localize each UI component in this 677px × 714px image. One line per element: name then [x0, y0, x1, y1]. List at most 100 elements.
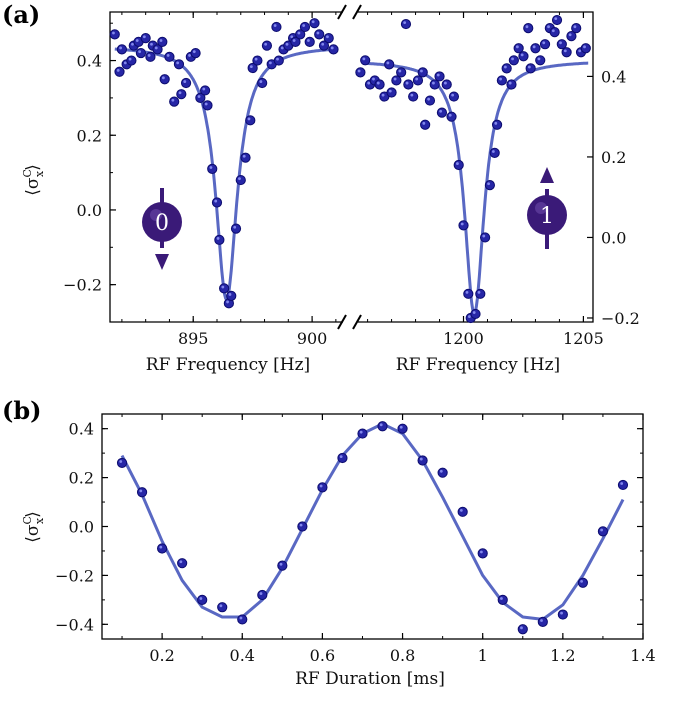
panel-a-right-point-highlight — [386, 61, 390, 65]
panel-b-point — [357, 428, 368, 439]
panel-a-left-point-highlight — [128, 57, 132, 61]
panel-b-point-highlight — [540, 619, 543, 622]
panel-a-right-point — [518, 51, 529, 62]
panel-a-right-point-highlight — [410, 93, 414, 97]
panel-a-right-point-highlight — [448, 113, 452, 117]
panel-a-left-point-highlight — [290, 35, 294, 39]
panel-b-point — [217, 602, 228, 613]
panel-a-right-point-highlight — [487, 182, 490, 186]
panel-a-left-point — [164, 51, 175, 62]
panel-a-left-point-highlight — [142, 35, 146, 39]
panel-a-right-point-highlight — [525, 25, 529, 29]
panel-a-left-point-highlight — [176, 61, 180, 65]
panel-a-left-xlabel: RF Frequency [Hz] — [146, 355, 310, 375]
panel-b-point-highlight — [419, 457, 423, 461]
panel-a-right-point — [400, 18, 412, 30]
panel-a-left-point-highlight — [135, 39, 139, 42]
panel-b-point-highlight — [439, 469, 443, 473]
panel-b-point — [577, 577, 588, 588]
panel-a-right-point-highlight — [508, 81, 512, 85]
panel-a-left-point-highlight — [249, 65, 253, 69]
panel-b-point — [317, 482, 328, 493]
panel-b-point — [597, 526, 609, 537]
panel-b-point — [277, 560, 288, 571]
panel-a-left-point — [180, 77, 192, 89]
panel-b-point-highlight — [139, 489, 143, 493]
panel-a-right-point — [458, 220, 469, 231]
panel-b-point — [157, 543, 168, 554]
panel-b-point-highlight — [560, 611, 563, 615]
panel-b-point — [197, 594, 208, 605]
axis-break-mark — [337, 4, 347, 20]
panel-a-left-point-highlight — [307, 39, 310, 42]
panel-a-left-point-highlight — [171, 98, 175, 102]
panel-b-point-highlight — [239, 616, 243, 620]
panel-a-right-point-highlight — [503, 65, 507, 69]
panel-a-left-ytick-label: 0.0 — [77, 201, 102, 220]
panel-a-right-point — [384, 59, 395, 70]
panel-b-point — [497, 594, 508, 605]
panel-a-right-point-highlight — [511, 57, 514, 61]
panel-a-right-point — [446, 111, 457, 122]
panel-a-left-point-highlight — [112, 31, 115, 35]
panel-a-right-point-highlight — [477, 291, 481, 294]
panel-b-point — [517, 624, 528, 635]
panel-a-right-point-highlight — [520, 53, 524, 57]
panel-a-left-point — [257, 77, 268, 89]
panel-b-point — [537, 616, 548, 627]
panel-a-left-point-highlight — [228, 293, 232, 296]
panel-a-right-point — [374, 79, 385, 90]
panel-a-left-point-highlight — [216, 237, 220, 240]
panel-a-left-point — [299, 21, 311, 33]
panel-b-point-highlight — [279, 562, 283, 566]
panel-a-right-point — [491, 119, 503, 130]
panel-a-right-point-highlight — [547, 25, 550, 29]
panel-a-right-point-highlight — [559, 41, 562, 45]
panel-a-left-point-highlight — [161, 76, 165, 80]
panel-a-right-point — [489, 147, 500, 159]
panel-b-point-highlight — [520, 626, 523, 630]
panel-b-xtick-label: 0.6 — [310, 646, 335, 665]
panel-a-right-point — [463, 288, 474, 299]
panel-a-right-point — [501, 63, 512, 74]
axis-break-mark — [352, 314, 362, 330]
panel-a-left-point-highlight — [159, 39, 163, 42]
panel-a-left-point-highlight — [150, 42, 153, 46]
panel-a-right-point — [436, 107, 448, 118]
panel-b-xtick-label: 0.4 — [230, 646, 255, 665]
panel-b-xtick-label: 1.4 — [630, 646, 655, 665]
panel-a-left-point-highlight — [209, 166, 213, 169]
svg-text:⟨σCx⟩: ⟨σCx⟩ — [21, 511, 46, 543]
panel-b-point — [177, 558, 188, 569]
panel-a-left-point — [202, 100, 213, 111]
panel-a-right-point-highlight — [415, 77, 419, 81]
panel-a-right-point — [453, 159, 464, 171]
panel-a-right-point-highlight — [563, 49, 567, 53]
panel-b-point-highlight — [159, 545, 163, 549]
panel-a-right-point — [479, 232, 491, 243]
panel-a-right-point-highlight — [422, 121, 426, 125]
panel-a-left-point — [176, 89, 187, 100]
panel-b-point-highlight — [339, 455, 343, 459]
chart-marks: −0.2 0.0 0.2 0.4 −0.2 0.0 0.2 0.4 895 900 1200 1205… — [55, 4, 656, 665]
panel-a-left-point — [230, 223, 242, 234]
panel-a-left-ytick-label: 0.4 — [77, 52, 102, 71]
panel-a-right-point-highlight — [357, 69, 361, 73]
panel-a-left-point-highlight — [214, 199, 218, 203]
panel-a-left-point — [159, 74, 170, 85]
svg-text:⟨σCx⟩: ⟨σCx⟩ — [21, 164, 46, 196]
panel-b-xtick-label: 1.2 — [550, 646, 575, 665]
panel-b-xtick-label: 1 — [478, 646, 488, 665]
panel-a-right-point — [355, 67, 366, 78]
panel-a-right-point-highlight — [381, 93, 385, 97]
panel-b-point — [557, 609, 568, 620]
qubit-spin-arrowhead — [155, 254, 169, 270]
panel-a-right-point — [523, 23, 534, 34]
panel-b-xtick-label: 0.2 — [149, 646, 174, 665]
panel-a-left-point — [314, 29, 325, 40]
panel-b-point-highlight — [259, 592, 263, 595]
panel-a-right-point — [496, 75, 507, 86]
panel-a-right-point — [571, 23, 582, 34]
panel-b-ylabel: ⟨σCx⟩ — [21, 511, 46, 543]
panel-a-right-point-highlight — [393, 77, 397, 81]
